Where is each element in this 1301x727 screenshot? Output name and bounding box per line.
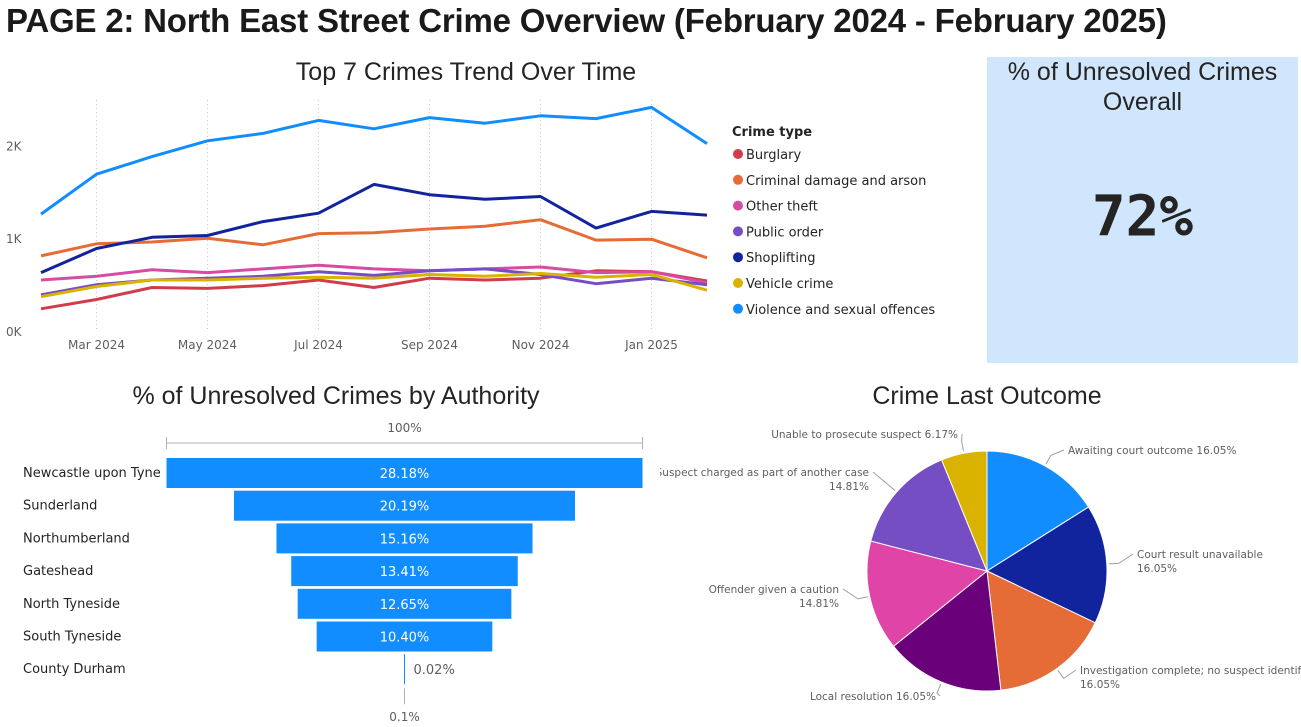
kpi-title: % of Unresolved Crimes Overall: [1007, 58, 1278, 116]
funnel-category-gateshead: Gateshead: [23, 564, 93, 579]
legend-marker-shoplifting: [733, 252, 743, 263]
legend-label-vehicle-crime: Vehicle crime: [746, 277, 833, 292]
series-line-burglary: [40, 269, 708, 311]
funnel-bar-gateshead: [291, 556, 518, 587]
pie-slice-awaiting-court-outcome: [986, 450, 1090, 572]
series-line-violence-and-sexual-offences: [40, 105, 708, 216]
pie-data-pct-offender-given-a-caution: 14.81%: [799, 598, 839, 610]
legend-marker-other-theft: [733, 200, 743, 211]
pie-slice-suspect-charged-as-part-of-another-case: [870, 459, 988, 572]
pie-data-label-offender-given-a-caution: Offender given a caution: [709, 584, 839, 596]
pie-data-label-awaiting-court-outcome: Awaiting court outcome 16.05%: [1068, 445, 1236, 457]
funnel-bar-county-durham: [404, 654, 405, 685]
x-tick-label: Jan 2025: [624, 338, 678, 352]
x-tick-label: Sep 2024: [401, 338, 458, 352]
legend-title: Crime type: [732, 125, 812, 140]
pie-leader-line: [842, 588, 868, 600]
pie-slice-investigation-complete-no-suspect-identified: [986, 570, 1096, 691]
kpi-card[interactable]: % of Unresolved Crimes Overall 72%: [987, 57, 1298, 363]
funnel-value-label: 15.16%: [380, 532, 430, 547]
pie-leader-line: [1108, 553, 1134, 565]
legend-marker-criminal-damage-and-arson: [733, 174, 743, 185]
pie-data-label-local-resolution: Local resolution 16.05%: [810, 691, 936, 703]
legend-marker-vehicle-crime: [733, 278, 743, 288]
pie-chart-title: Crime Last Outcome: [872, 382, 1102, 410]
legend-label-other-theft: Other theft: [746, 200, 818, 215]
x-tick-label: May 2024: [178, 338, 237, 352]
pie-slice-court-result-unavailable: [985, 506, 1108, 624]
funnel-bar-north-tyneside: [297, 588, 512, 619]
funnel-bottom-label: 0.1%: [389, 710, 420, 724]
funnel-value-label: 10.40%: [380, 631, 430, 646]
legend-label-shoplifting: Shoplifting: [746, 251, 815, 266]
pie-chart: Awaiting court outcome 16.05% Court resul…: [660, 429, 1301, 703]
funnel-bar-south-tyneside: [316, 621, 493, 652]
funnel-category-northumberland: Northumberland: [23, 531, 130, 546]
kpi-value: 72%: [1091, 184, 1194, 250]
pie-data-label-investigation-complete-no-suspect-identified: Investigation complete; no suspect ident…: [1080, 665, 1301, 677]
legend-label-burglary: Burglary: [746, 148, 801, 163]
line-chart-title: Top 7 Crimes Trend Over Time: [295, 58, 637, 86]
x-tick-label: Jul 2024: [293, 338, 343, 352]
funnel-value-label: 13.41%: [380, 565, 430, 580]
y-tick-label: 1K: [6, 232, 23, 246]
funnel-top-label: 100%: [387, 421, 421, 435]
pie-slice-local-resolution: [892, 570, 1002, 692]
funnel-bar-newcastle-upon-tyne: [166, 458, 643, 488]
x-tick-label: Nov 2024: [512, 338, 570, 352]
series-line-other-theft: [40, 263, 708, 285]
funnel-chart: 100% Newcastle upon Tyne 28.18% Sunderland 2…: [23, 421, 643, 724]
legend-label-violence-and-sexual-offences: Violence and sexual offences: [746, 303, 935, 318]
funnel-value-label: 0.02%: [414, 663, 455, 678]
legend-marker-public-order: [733, 226, 743, 237]
line-chart: Mar 2024 May 2024 Jul 2024 Sep 2024 Nov 2024…: [6, 100, 935, 352]
funnel-category-north-tyneside: North Tyneside: [23, 597, 120, 612]
pie-data-pct-court-result-unavailable: 16.05%: [1137, 563, 1177, 575]
series-line-vehicle-crime: [40, 272, 708, 299]
pie-data-label-suspect-charged-as-part-of-another-case: Suspect charged as part of another case: [660, 467, 869, 479]
funnel-category-south-tyneside: South Tyneside: [23, 630, 121, 645]
pie-data-label-unable-to-prosecute-suspect: Unable to prosecute suspect 6.17%: [771, 429, 958, 441]
pie-leader-line: [936, 683, 942, 697]
funnel-category-newcastle-upon-tyne: Newcastle upon Tyne: [23, 466, 161, 481]
funnel-chart-title: % of Unresolved Crimes by Authority: [132, 382, 540, 410]
funnel-bar-sunderland: [233, 490, 576, 521]
funnel-bar-northumberland: [276, 523, 533, 554]
pie-data-label-court-result-unavailable: Court result unavailable: [1137, 549, 1263, 561]
funnel-value-label: 12.65%: [380, 598, 430, 613]
legend-marker-burglary: [733, 149, 743, 159]
funnel-category-county-durham: County Durham: [23, 662, 126, 677]
pie-leader-line: [872, 471, 896, 492]
x-tick-label: Mar 2024: [68, 338, 125, 352]
pie-slice-offender-given-a-caution: [866, 540, 989, 647]
pie-leader-line: [1045, 449, 1065, 465]
legend-marker-violence-and-sexual-offences: [733, 303, 743, 314]
pie-slice-unable-to-prosecute-suspect: [940, 450, 988, 572]
pie-data-pct-suspect-charged-as-part-of-another-case: 14.81%: [829, 481, 869, 493]
legend-label-criminal-damage-and-arson: Criminal damage and arson: [746, 174, 926, 189]
page-title: PAGE 2: North East Street Crime Overview…: [6, 2, 1167, 39]
funnel-value-label: 20.19%: [380, 500, 430, 515]
y-tick-label: 0K: [6, 325, 23, 339]
funnel-category-sunderland: Sunderland: [23, 499, 97, 514]
series-line-criminal-damage-and-arson: [40, 218, 708, 260]
pie-leader-line: [961, 433, 964, 452]
pie-data-pct-investigation-complete-no-suspect-identified: 16.05%: [1080, 679, 1120, 691]
legend-label-public-order: Public order: [746, 225, 824, 240]
funnel-value-label: 28.18%: [380, 467, 430, 482]
y-tick-label: 2K: [6, 139, 23, 153]
pie-leader-line: [1057, 669, 1077, 680]
series-line-shoplifting: [40, 182, 708, 274]
